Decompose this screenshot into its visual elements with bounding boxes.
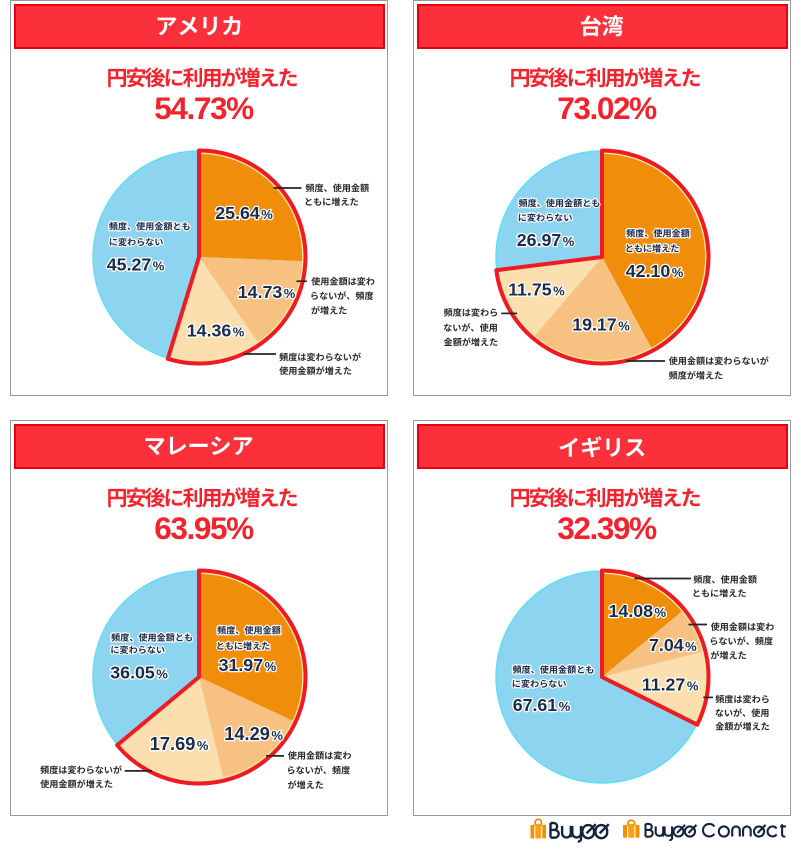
svg-text:31.97%: 31.97% bbox=[219, 655, 277, 675]
svg-text:63.95%: 63.95% bbox=[154, 510, 254, 546]
svg-text:54.73%: 54.73% bbox=[154, 90, 254, 126]
svg-text:45.27%: 45.27% bbox=[107, 254, 165, 274]
svg-text:14.08%: 14.08% bbox=[609, 601, 667, 621]
svg-text:26.97%: 26.97% bbox=[517, 230, 575, 250]
svg-text:11.75%: 11.75% bbox=[508, 280, 565, 300]
svg-text:14.36%: 14.36% bbox=[187, 321, 245, 341]
svg-text:14.73%: 14.73% bbox=[238, 282, 296, 302]
svg-text:25.64%: 25.64% bbox=[215, 203, 273, 223]
svg-text:73.02%: 73.02% bbox=[557, 90, 657, 126]
svg-text:11.27%: 11.27% bbox=[642, 674, 699, 694]
svg-text:67.61%: 67.61% bbox=[513, 695, 571, 715]
svg-text:32.39%: 32.39% bbox=[557, 510, 657, 546]
svg-text:14.29%: 14.29% bbox=[224, 724, 283, 744]
svg-text:19.17%: 19.17% bbox=[572, 315, 630, 335]
svg-text:7.04%: 7.04% bbox=[649, 635, 697, 655]
svg-text:17.69%: 17.69% bbox=[150, 734, 209, 754]
svg-text:42.10%: 42.10% bbox=[626, 261, 684, 281]
svg-text:36.05%: 36.05% bbox=[110, 663, 168, 683]
